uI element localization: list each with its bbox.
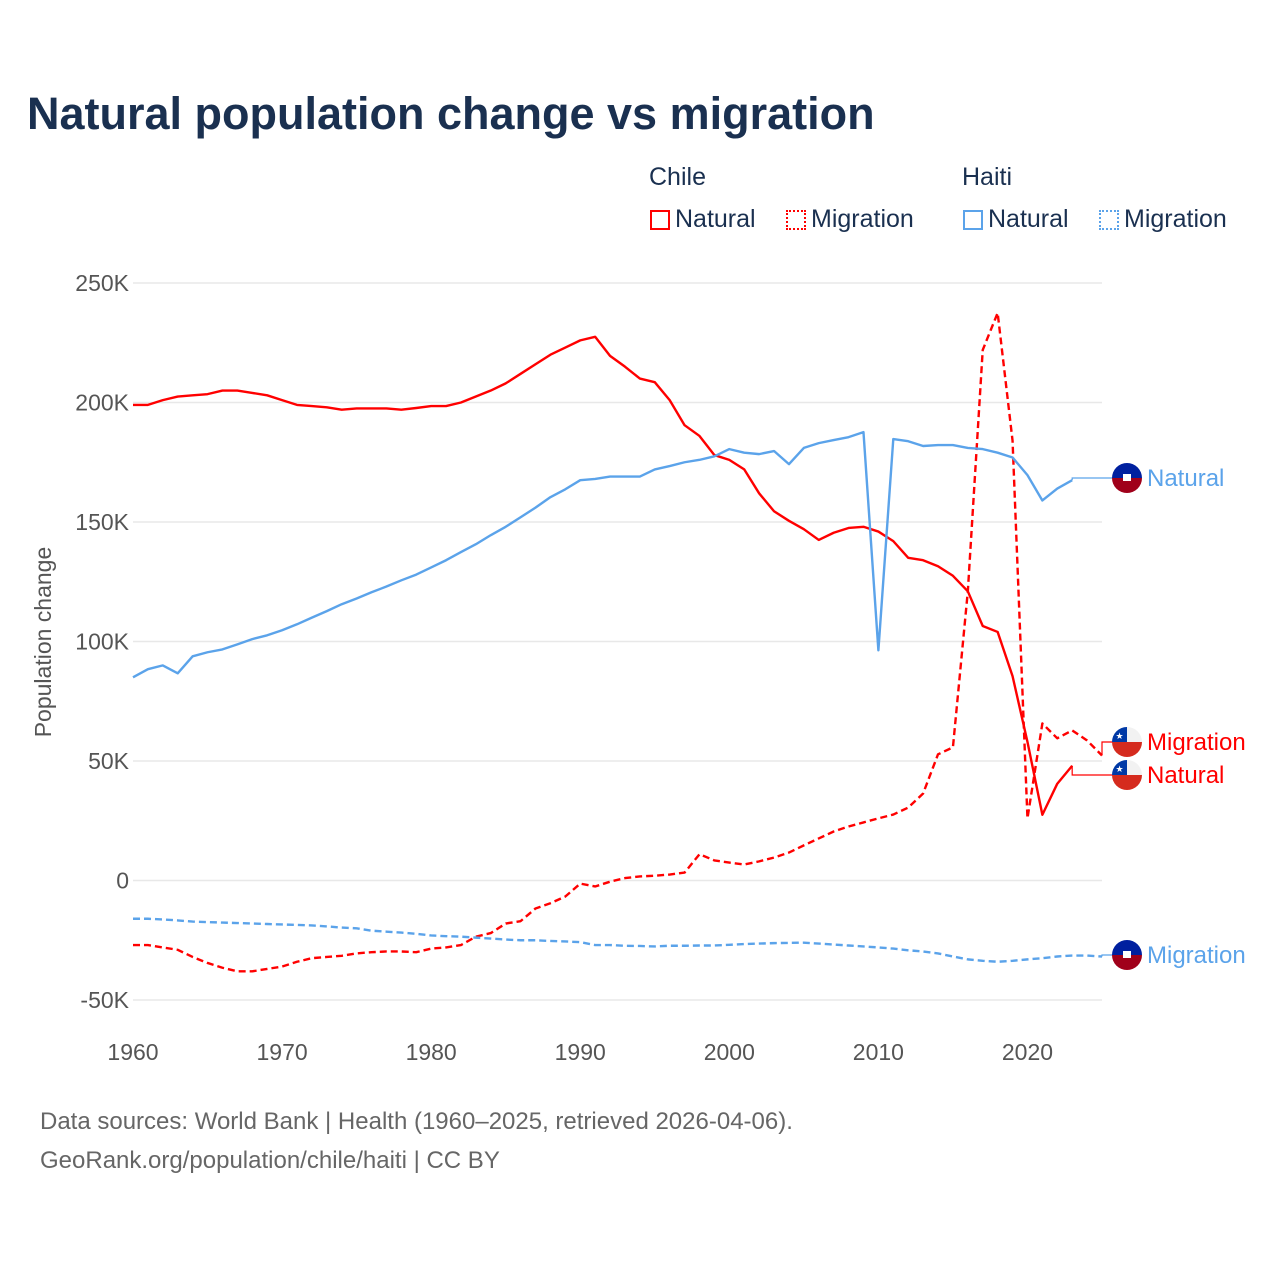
chile-flag-icon (1112, 742, 1142, 757)
y-tick-label: 50K (88, 748, 130, 774)
legend-label: Natural (988, 205, 1069, 233)
haiti-flag-icon (1112, 955, 1142, 970)
series-line-haiti-natural (132, 430, 1073, 679)
haiti-flag-emblem-icon (1123, 474, 1131, 481)
source-line: Data sources: World Bank | Health (1960–… (40, 1108, 793, 1135)
dotted-swatch-icon (786, 209, 806, 230)
y-tick-label: 100K (75, 629, 129, 655)
legend-group-haiti: Haiti (962, 163, 1013, 191)
solid-swatch-icon (963, 209, 983, 230)
label-connector (1071, 765, 1127, 776)
legend-chile-migration[interactable]: Migration (786, 205, 914, 234)
chart-title: Natural population change vs migration (27, 88, 875, 139)
legend-group-chile: Chile (649, 163, 706, 191)
series-line-haiti-migration (133, 917, 1103, 963)
x-tick-label: 2020 (1002, 1039, 1053, 1065)
chile-flag-icon (1112, 727, 1127, 742)
label-connector (1071, 477, 1127, 481)
legend-haiti-natural[interactable]: Natural (963, 205, 1069, 234)
solid-swatch-icon (650, 209, 670, 230)
haiti-flag-icon (1112, 478, 1142, 493)
series-end-label: Migration (1147, 942, 1246, 969)
series-end-label: Migration (1147, 729, 1246, 756)
legend-haiti-migration[interactable]: Migration (1099, 205, 1227, 234)
legend-label: Natural (675, 205, 756, 233)
legend-label: Migration (811, 205, 914, 233)
x-tick-label: 1990 (555, 1039, 606, 1065)
x-tick-label: 2010 (853, 1039, 904, 1065)
y-tick-label: 150K (75, 509, 129, 535)
haiti-flag-icon (1112, 940, 1142, 955)
chile-flag-icon (1112, 775, 1142, 790)
series-end-label: Natural (1147, 762, 1224, 789)
haiti-flag-emblem-icon (1123, 951, 1131, 958)
x-tick-label: 2000 (704, 1039, 755, 1065)
x-tick-label: 1980 (406, 1039, 457, 1065)
dotted-swatch-icon (1099, 209, 1119, 230)
x-tick-label: 1960 (107, 1039, 158, 1065)
star-icon: ★ (1115, 764, 1123, 774)
legend-chile-natural[interactable]: Natural (650, 205, 756, 234)
chile-flag-icon (1112, 760, 1127, 775)
series-line-chile-natural (133, 335, 1074, 816)
y-axis-label: Population change (30, 547, 56, 738)
y-tick-label: -50K (80, 987, 129, 1013)
x-tick-label: 1970 (256, 1039, 307, 1065)
series-line-chile-migration (133, 311, 1103, 973)
source-url: GeoRank.org/population/chile/haiti | CC … (40, 1147, 500, 1174)
legend-label: Migration (1124, 205, 1227, 233)
y-tick-label: 0 (116, 868, 129, 894)
y-tick-label: 250K (75, 270, 129, 296)
series-end-label: Natural (1147, 465, 1224, 492)
haiti-flag-icon (1112, 463, 1142, 478)
y-tick-label: 200K (75, 390, 129, 416)
star-icon: ★ (1115, 731, 1123, 741)
